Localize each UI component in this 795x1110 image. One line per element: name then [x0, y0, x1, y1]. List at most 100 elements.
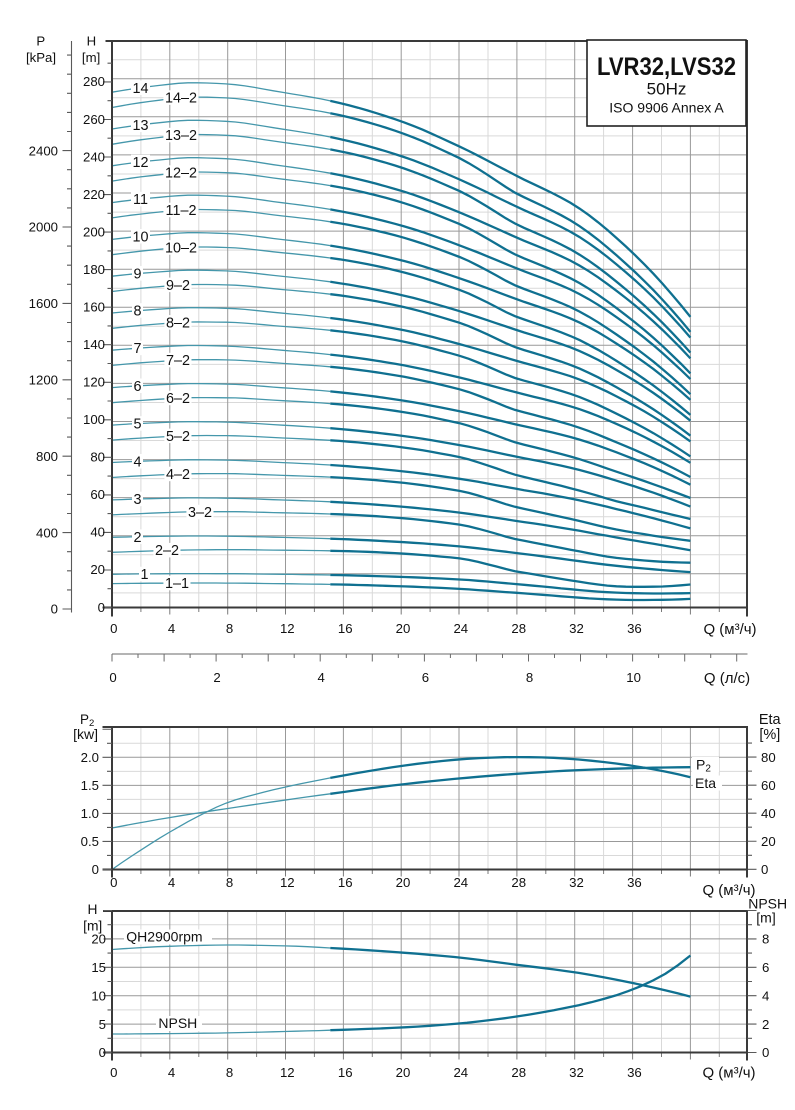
svg-text:0: 0 [110, 621, 117, 636]
svg-text:220: 220 [83, 187, 105, 202]
svg-text:24: 24 [453, 1065, 468, 1080]
svg-text:20: 20 [396, 1065, 411, 1080]
svg-text:Q (м³/ч): Q (м³/ч) [702, 882, 755, 899]
svg-text:4: 4 [318, 670, 325, 685]
svg-text:4: 4 [168, 621, 175, 636]
svg-text:60: 60 [90, 487, 105, 502]
svg-text:800: 800 [36, 449, 58, 464]
svg-text:4–2: 4–2 [166, 467, 190, 483]
svg-text:5: 5 [133, 417, 141, 433]
svg-text:20: 20 [396, 875, 411, 890]
svg-text:0: 0 [98, 600, 105, 615]
svg-text:32: 32 [569, 875, 584, 890]
svg-text:0.5: 0.5 [81, 834, 99, 849]
svg-text:20: 20 [90, 562, 105, 577]
svg-text:2: 2 [133, 530, 141, 546]
svg-text:Eta: Eta [759, 712, 782, 728]
svg-text:36: 36 [627, 875, 642, 890]
svg-text:5–2: 5–2 [166, 429, 190, 445]
svg-text:8: 8 [762, 932, 769, 947]
svg-text:2.0: 2.0 [81, 750, 99, 765]
svg-text:0: 0 [761, 862, 768, 877]
svg-text:8–2: 8–2 [166, 315, 190, 331]
svg-text:7: 7 [133, 341, 141, 357]
svg-text:180: 180 [83, 262, 105, 277]
svg-text:1200: 1200 [29, 373, 58, 388]
svg-text:24: 24 [453, 621, 468, 636]
svg-text:12: 12 [280, 875, 295, 890]
svg-text:8: 8 [133, 304, 141, 320]
svg-text:8: 8 [526, 670, 533, 685]
svg-text:2400: 2400 [29, 143, 58, 158]
svg-text:100: 100 [83, 412, 105, 427]
svg-text:9–2: 9–2 [166, 278, 190, 294]
svg-text:28: 28 [511, 875, 526, 890]
svg-text:5: 5 [99, 1017, 106, 1032]
svg-text:8: 8 [226, 1065, 233, 1080]
svg-text:8: 8 [226, 875, 233, 890]
svg-text:20: 20 [91, 932, 106, 947]
svg-text:7–2: 7–2 [166, 353, 190, 369]
svg-text:[kw]: [kw] [73, 726, 98, 742]
svg-text:LVR32,LVS32: LVR32,LVS32 [597, 53, 736, 81]
svg-text:280: 280 [83, 74, 105, 89]
svg-text:40: 40 [761, 806, 776, 821]
svg-text:H: H [87, 33, 97, 48]
svg-text:60: 60 [761, 778, 776, 793]
svg-text:50Hz: 50Hz [647, 79, 687, 98]
svg-text:H: H [88, 902, 98, 917]
svg-text:0: 0 [109, 670, 116, 685]
svg-text:0: 0 [99, 1045, 106, 1060]
svg-text:80: 80 [761, 750, 776, 765]
svg-text:0: 0 [762, 1045, 769, 1060]
svg-text:12–2: 12–2 [165, 166, 197, 182]
svg-text:1600: 1600 [29, 296, 58, 311]
svg-text:28: 28 [511, 621, 526, 636]
svg-text:24: 24 [453, 875, 468, 890]
svg-text:Q (м³/ч): Q (м³/ч) [703, 621, 756, 638]
svg-text:2–2: 2–2 [155, 543, 179, 559]
svg-text:1.0: 1.0 [81, 806, 99, 821]
svg-text:36: 36 [627, 1065, 642, 1080]
svg-text:1.5: 1.5 [81, 778, 99, 793]
svg-text:3–2: 3–2 [188, 505, 212, 521]
svg-text:15: 15 [91, 960, 106, 975]
svg-text:10: 10 [132, 229, 148, 245]
svg-text:13–2: 13–2 [165, 128, 197, 144]
svg-text:4: 4 [133, 454, 141, 470]
svg-text:0: 0 [110, 875, 117, 890]
svg-text:4: 4 [168, 1065, 175, 1080]
svg-text:0: 0 [110, 1065, 117, 1080]
svg-text:4: 4 [762, 988, 769, 1003]
svg-text:12: 12 [280, 1065, 295, 1080]
svg-text:1–1: 1–1 [165, 576, 189, 592]
svg-text:16: 16 [338, 1065, 353, 1080]
svg-text:Q (м³/ч): Q (м³/ч) [702, 1065, 755, 1082]
svg-text:16: 16 [338, 875, 353, 890]
svg-text:14–2: 14–2 [165, 91, 197, 107]
svg-text:Eta: Eta [695, 775, 716, 791]
svg-text:20: 20 [761, 834, 776, 849]
svg-text:240: 240 [83, 149, 105, 164]
svg-text:11–2: 11–2 [166, 203, 197, 219]
svg-text:4: 4 [168, 875, 175, 890]
svg-text:Q (л/с): Q (л/с) [704, 670, 750, 687]
svg-text:9: 9 [133, 267, 141, 283]
svg-text:10: 10 [91, 988, 106, 1003]
svg-text:[%]: [%] [759, 727, 780, 743]
svg-text:2000: 2000 [29, 220, 58, 235]
svg-text:0: 0 [92, 862, 99, 877]
svg-text:ISO 9906 Annex A: ISO 9906 Annex A [609, 100, 724, 116]
svg-text:0: 0 [51, 602, 58, 617]
svg-text:120: 120 [83, 375, 105, 390]
svg-text:16: 16 [338, 621, 353, 636]
svg-text:400: 400 [36, 525, 58, 540]
svg-text:160: 160 [83, 300, 105, 315]
svg-text:NPSH: NPSH [158, 1015, 197, 1031]
svg-text:260: 260 [83, 112, 105, 127]
svg-text:28: 28 [511, 1065, 526, 1080]
svg-text:10: 10 [626, 670, 641, 685]
svg-text:40: 40 [90, 525, 105, 540]
svg-text:1: 1 [140, 567, 148, 583]
svg-text:13: 13 [132, 118, 148, 134]
